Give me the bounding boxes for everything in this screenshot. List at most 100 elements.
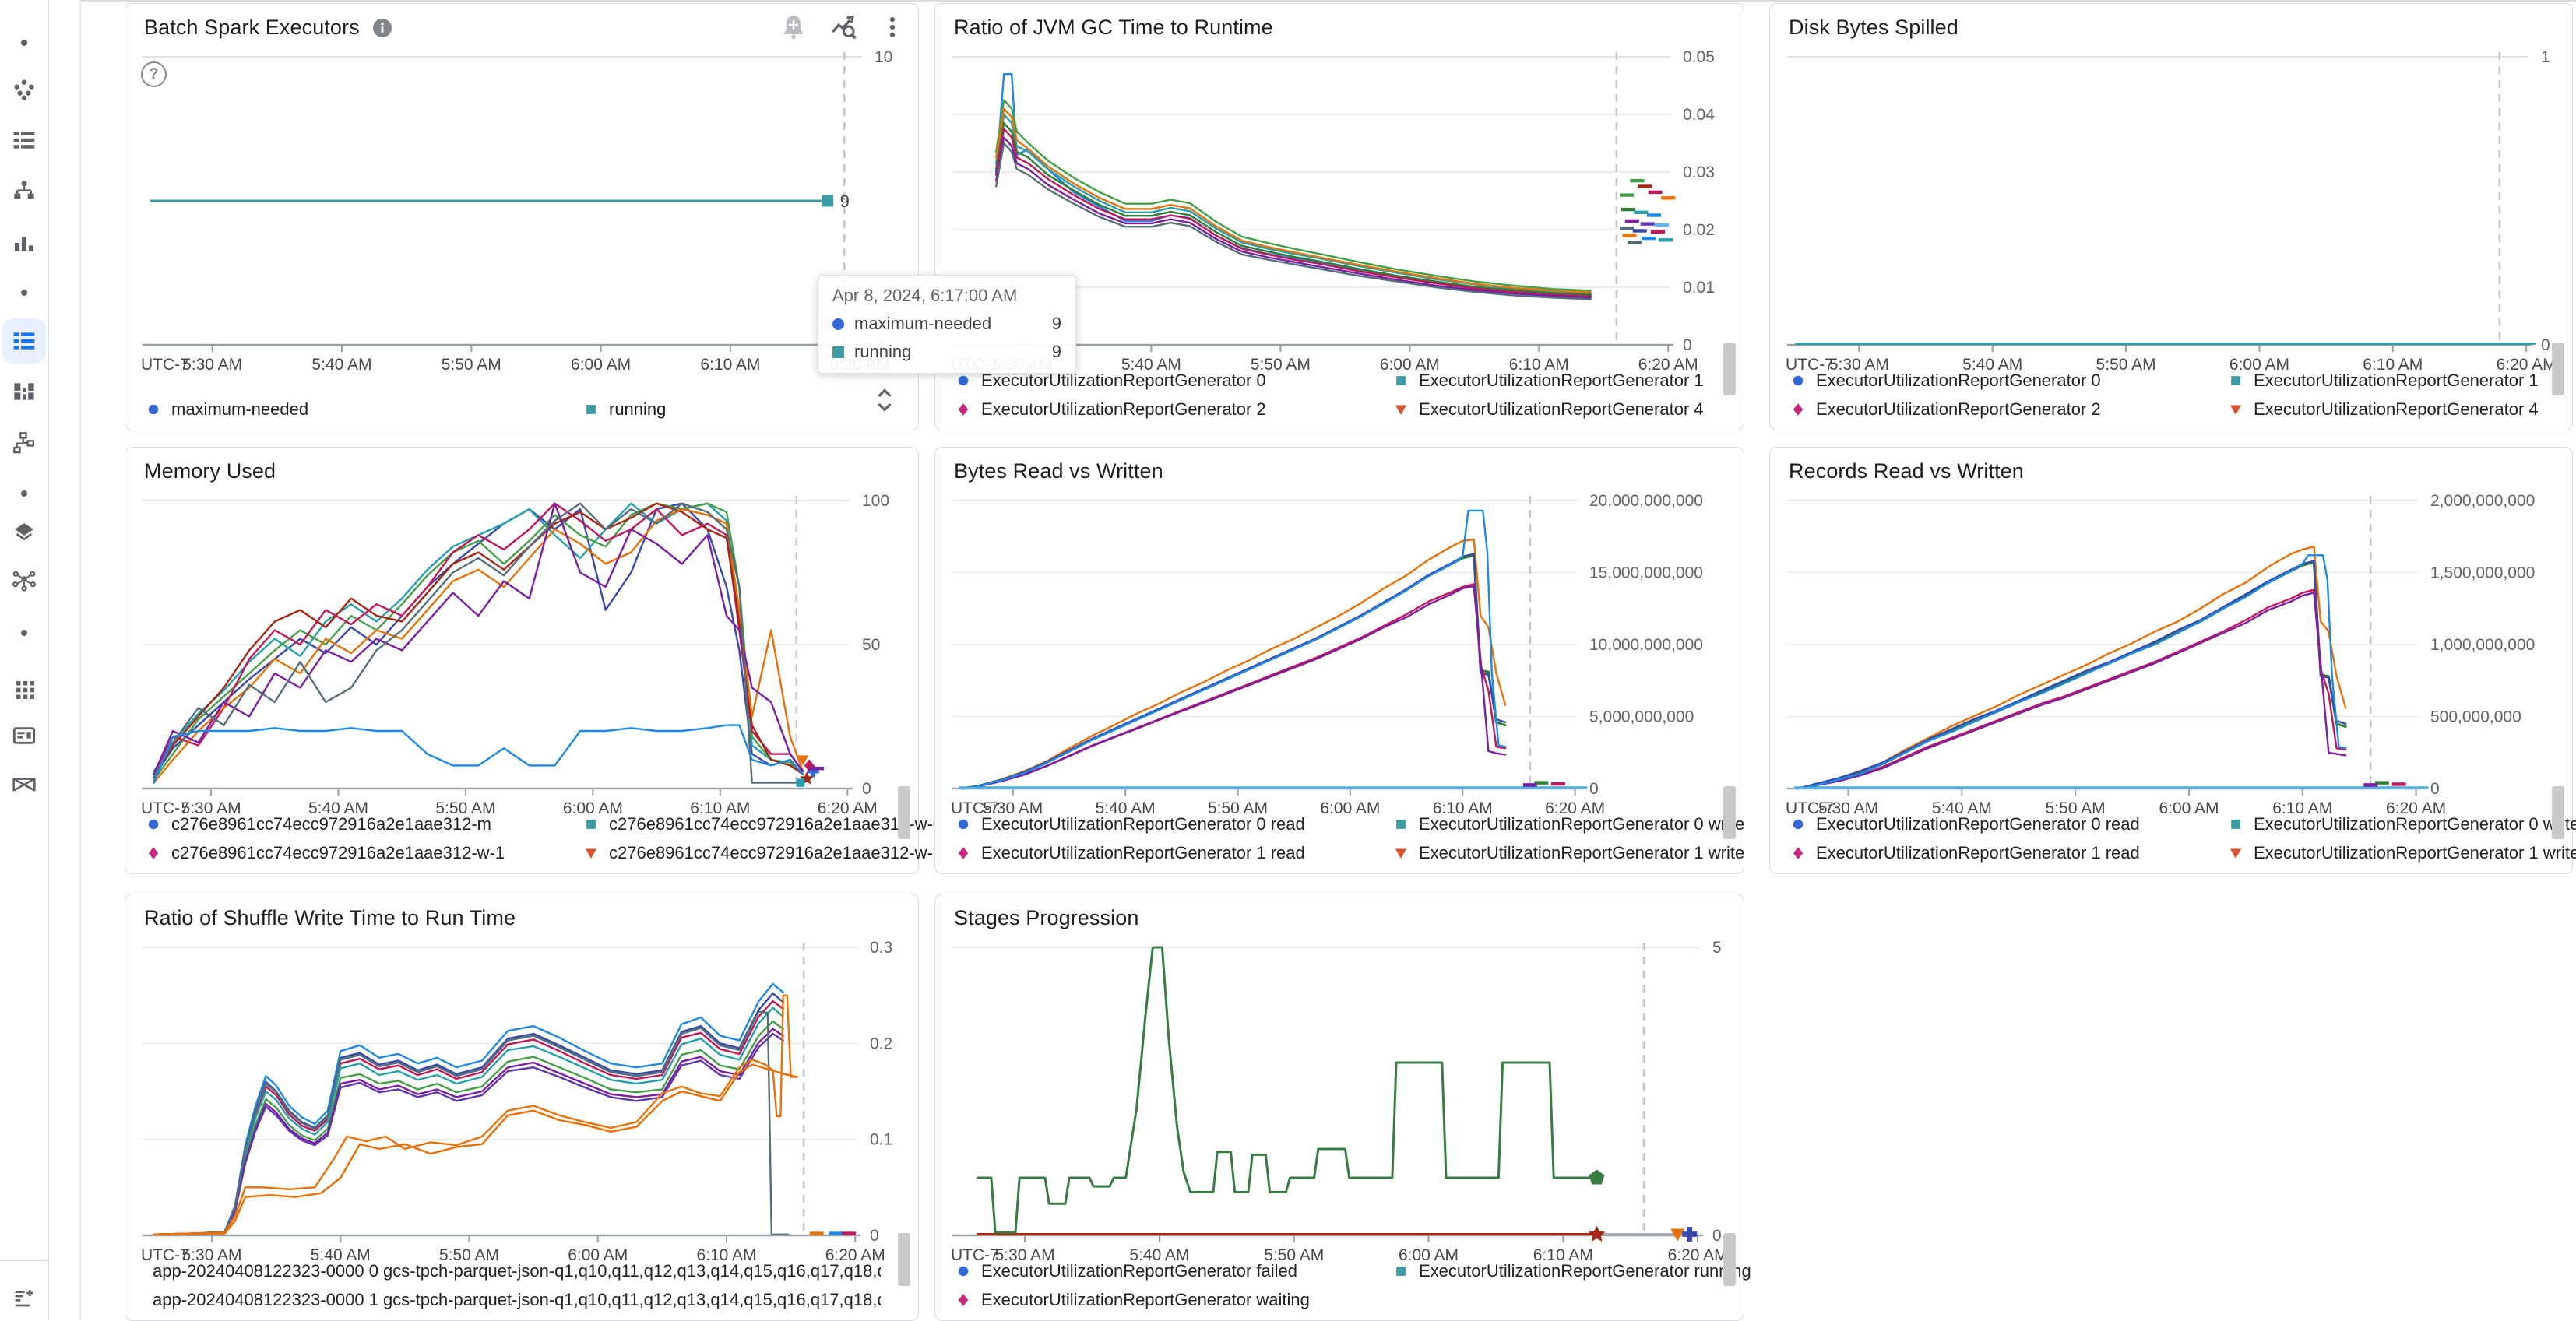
legend-item[interactable]: ExecutorUtilizationReportGenerator 1 rea… <box>1789 843 2226 863</box>
legend-item[interactable]: ExecutorUtilizationReportGenerator 0 wri… <box>1392 814 1829 834</box>
legend-item[interactable]: ExecutorUtilizationReportGenerator 0 rea… <box>1789 814 2226 834</box>
svg-text:5:40 AM: 5:40 AM <box>1121 356 1181 374</box>
nav-apps-grid-icon[interactable] <box>0 666 48 712</box>
chart-title: Records Read vs Written <box>1789 459 2024 483</box>
nav-dot-icon[interactable] <box>0 470 48 517</box>
chart-canvas[interactable]: 1 0 UTC-75:30 AM 5:40 AM 5:50 AM 6:00 AM 6:10 … <box>1776 37 2567 388</box>
legend-label: ExecutorUtilizationReportGenerator waiti… <box>981 1289 1310 1309</box>
svg-text:0.04: 0.04 <box>1683 106 1715 124</box>
legend-scrollbar[interactable] <box>1723 343 1736 395</box>
legend-item[interactable]: ExecutorUtilizationReportGenerator 1 rea… <box>954 843 1392 863</box>
tooltip-series-value: 9 <box>1051 314 1061 333</box>
svg-text:5,000,000,000: 5,000,000,000 <box>1589 708 1694 726</box>
chart-card-bytes-read-vs-written: Bytes Read vs Written 20,000,000,000 15,00… <box>934 447 1744 874</box>
svg-text:UTC-7: UTC-7 <box>951 1246 999 1264</box>
chart-canvas[interactable]: 20,000,000,000 15,000,000,000 10,000,000,0… <box>941 480 1739 832</box>
svg-text:10,000,000,000: 10,000,000,000 <box>1589 636 1703 654</box>
legend-item[interactable]: ExecutorUtilizationReportGenerator faile… <box>954 1261 1392 1281</box>
svg-text:6:10 AM: 6:10 AM <box>2363 356 2423 374</box>
legend-item[interactable]: ExecutorUtilizationReportGenerator 2 <box>1789 399 2226 420</box>
content-edge-divider <box>79 0 81 1320</box>
svg-text:0: 0 <box>1589 780 1599 798</box>
nav-dot-icon[interactable] <box>0 269 48 316</box>
chart-legend: c276e8961cc74ecc972916a2e1aae312-m c276e8… <box>144 810 942 867</box>
legend-item[interactable]: app-20240408122323-0000 0 gcs-tpch-parqu… <box>144 1261 881 1281</box>
chart-title: Bytes Read vs Written <box>954 459 1163 483</box>
legend-diamond-icon <box>148 846 159 859</box>
unfold-more-icon[interactable] <box>873 387 896 417</box>
tooltip-row: maximum-needed 9 <box>832 314 1061 334</box>
legend-item[interactable]: c276e8961cc74ecc972916a2e1aae312-m <box>144 814 582 834</box>
help-icon[interactable]: ? <box>141 61 167 87</box>
legend-diamond-icon <box>1793 402 1804 416</box>
legend-item[interactable]: app-20240408122323-0000 1 gcs-tpch-parqu… <box>144 1290 881 1310</box>
nav-workflow-icon[interactable] <box>0 420 48 466</box>
svg-text:5:50 AM: 5:50 AM <box>2046 799 2106 817</box>
nav-dot-icon[interactable] <box>0 19 48 66</box>
left-nav-sidebar <box>0 0 49 1320</box>
add-alert-icon[interactable] <box>779 13 808 41</box>
legend-item[interactable]: ExecutorUtilizationReportGenerator 0 wri… <box>2226 814 2576 834</box>
chart-canvas[interactable]: 100 50 0 UTC-75:30 AM 5:40 AM 5:50 AM 6:00 AM 6… <box>132 480 913 832</box>
nav-compose-icon[interactable] <box>0 1274 48 1321</box>
legend-scrollbar[interactable] <box>898 1233 910 1286</box>
legend-scrollbar[interactable] <box>1723 1233 1736 1286</box>
nav-dashboard-icon[interactable] <box>0 368 48 415</box>
legend-item[interactable]: c276e8961cc74ecc972916a2e1aae312-w-0 <box>582 814 1019 834</box>
legend-item[interactable]: running <box>582 399 1019 420</box>
chart-legend: ExecutorUtilizationReportGenerator faile… <box>954 1256 1751 1314</box>
svg-text:1,500,000,000: 1,500,000,000 <box>2430 564 2535 582</box>
legend-label: ExecutorUtilizationReportGenerator 1 wri… <box>1419 842 1745 863</box>
nav-metastore-icon[interactable] <box>0 761 48 808</box>
nav-dot-icon[interactable] <box>0 610 48 656</box>
top-divider <box>80 0 2576 2</box>
more-options-icon[interactable] <box>879 13 906 41</box>
nav-bar-chart-icon[interactable] <box>0 220 48 266</box>
view-in-metrics-explorer-icon[interactable] <box>829 13 857 41</box>
chart-canvas[interactable]: 0.050.040.030.020.010UTC-75:30 AM5:40 AM… <box>941 37 1739 388</box>
legend-item[interactable]: c276e8961cc74ecc972916a2e1aae312-w-2 <box>582 843 1019 863</box>
legend-item[interactable]: ExecutorUtilizationReportGenerator 1 wri… <box>1392 843 1829 863</box>
legend-item[interactable]: ExecutorUtilizationReportGenerator 4 <box>1392 399 1829 420</box>
legend-scrollbar[interactable] <box>2552 786 2564 839</box>
nav-jobs-list-icon[interactable] <box>0 117 48 163</box>
svg-text:5:40 AM: 5:40 AM <box>308 799 368 817</box>
info-icon[interactable] <box>372 18 392 38</box>
legend-item[interactable]: ExecutorUtilizationReportGenerator 0 <box>1789 371 2226 391</box>
legend-label: ExecutorUtilizationReportGenerator 1 rea… <box>981 842 1305 863</box>
legend-item[interactable]: ExecutorUtilizationReportGenerator 1 <box>1392 371 1829 391</box>
legend-scrollbar[interactable] <box>898 786 910 839</box>
nav-layers-icon[interactable] <box>0 509 48 556</box>
nav-clusters-icon[interactable] <box>0 66 48 113</box>
sidebar-divider <box>0 1260 48 1261</box>
legend-triangle-down-icon <box>2229 405 2242 415</box>
legend-diamond-icon <box>1793 846 1804 859</box>
legend-item[interactable]: ExecutorUtilizationReportGenerator runni… <box>1392 1261 1829 1281</box>
legend-item[interactable]: ExecutorUtilizationReportGenerator 1 <box>2226 371 2576 391</box>
legend-item[interactable]: ExecutorUtilizationReportGenerator 0 rea… <box>954 814 1392 834</box>
legend-item[interactable]: ExecutorUtilizationReportGenerator 1 wri… <box>2226 843 2576 863</box>
chart-canvas[interactable]: 2,000,000,000 1,500,000,000 1,000,000,000 5… <box>1776 480 2567 832</box>
legend-diamond-icon <box>958 402 969 416</box>
svg-text:UTC-7: UTC-7 <box>141 1246 189 1264</box>
legend-item[interactable]: maximum-needed <box>144 399 582 420</box>
svg-text:0.03: 0.03 <box>1683 163 1715 181</box>
series-square-icon <box>832 346 844 358</box>
legend-item[interactable]: ExecutorUtilizationReportGenerator waiti… <box>954 1290 1392 1310</box>
chart-canvas[interactable]: 5 0 UTC-75:30 AM 5:40 AM 5:50 AM 6:00 AM 6:10 … <box>941 927 1739 1279</box>
legend-square-icon <box>586 819 596 829</box>
nav-network-icon[interactable] <box>0 556 48 603</box>
nav-hierarchy-icon[interactable] <box>0 168 48 215</box>
legend-item[interactable]: ExecutorUtilizationReportGenerator 2 <box>954 399 1392 420</box>
chart-canvas[interactable]: 108UTC-75:30 AM5:40 AM5:50 AM6:00 AM6:10… <box>132 37 913 388</box>
svg-text:UTC-7: UTC-7 <box>141 356 189 374</box>
nav-batches-icon[interactable] <box>0 318 48 364</box>
nav-notebook-icon[interactable] <box>0 712 48 759</box>
legend-item[interactable]: ExecutorUtilizationReportGenerator 4 <box>2226 399 2576 420</box>
chart-card-ratio-of-shuffle-write-time-to-run-time: Ratio of Shuffle Write Time to Run Time 0… <box>125 894 919 1321</box>
legend-scrollbar[interactable] <box>2552 343 2564 395</box>
svg-text:5:30 AM: 5:30 AM <box>181 799 241 817</box>
legend-item[interactable]: c276e8961cc74ecc972916a2e1aae312-w-1 <box>144 843 582 863</box>
legend-scrollbar[interactable] <box>1723 786 1736 839</box>
chart-canvas[interactable]: 0.3 0.2 0.1 0 UTC-75:30 AM 5:40 AM 5:50 AM 6:00… <box>132 927 913 1279</box>
